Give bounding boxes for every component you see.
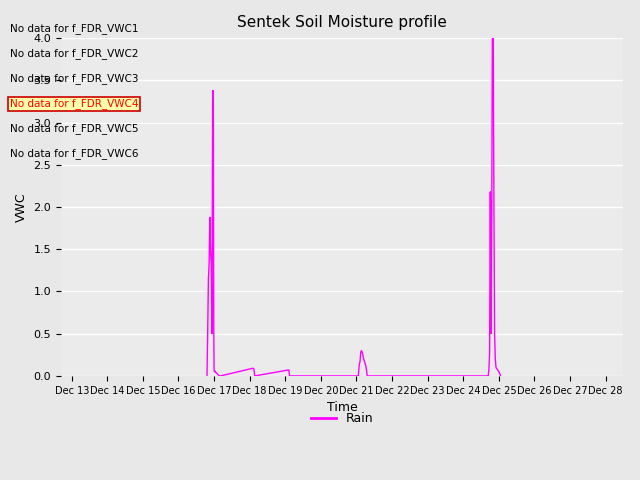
Text: No data for f_FDR_VWC3: No data for f_FDR_VWC3	[10, 73, 138, 84]
Legend: Rain: Rain	[306, 408, 378, 431]
Y-axis label: VWC: VWC	[15, 192, 28, 222]
Text: No data for f_FDR_VWC6: No data for f_FDR_VWC6	[10, 148, 138, 159]
X-axis label: Time: Time	[327, 401, 358, 414]
Text: No data for f_FDR_VWC5: No data for f_FDR_VWC5	[10, 123, 138, 134]
Text: No data for f_FDR_VWC1: No data for f_FDR_VWC1	[10, 23, 138, 34]
Text: No data for f_FDR_VWC4: No data for f_FDR_VWC4	[10, 98, 138, 109]
Title: Sentek Soil Moisture profile: Sentek Soil Moisture profile	[237, 15, 447, 30]
Text: No data for f_FDR_VWC2: No data for f_FDR_VWC2	[10, 48, 138, 59]
